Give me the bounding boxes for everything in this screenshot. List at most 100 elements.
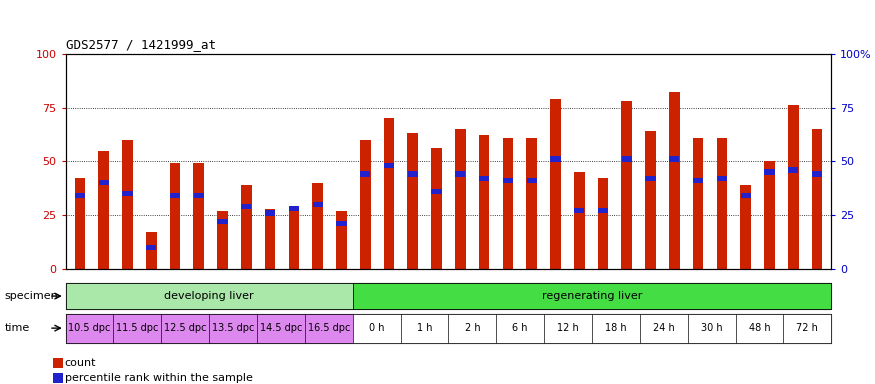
Bar (289, 207, 299, 269)
Bar (360, 140, 371, 269)
Bar (449, 314, 496, 343)
Text: 72 h: 72 h (796, 323, 818, 333)
Bar (503, 178, 513, 183)
Bar (526, 137, 537, 269)
Bar (527, 178, 536, 183)
Bar (740, 193, 751, 199)
Bar (812, 129, 822, 269)
Text: specimen: specimen (4, 291, 58, 301)
Bar (257, 314, 304, 343)
Bar (550, 99, 561, 269)
Bar (123, 140, 133, 269)
Text: 12.5 dpc: 12.5 dpc (164, 323, 206, 333)
Bar (217, 211, 228, 269)
Bar (170, 193, 180, 199)
Bar (146, 245, 157, 250)
Bar (574, 172, 584, 269)
Bar (170, 164, 180, 269)
Bar (669, 93, 680, 269)
Bar (598, 208, 608, 214)
Bar (74, 193, 85, 199)
Text: 13.5 dpc: 13.5 dpc (212, 323, 255, 333)
Bar (384, 163, 394, 168)
Bar (669, 156, 679, 162)
Bar (688, 314, 736, 343)
Bar (496, 314, 544, 343)
Bar (360, 172, 370, 177)
Bar (265, 210, 276, 215)
Bar (621, 156, 632, 162)
Bar (621, 101, 632, 269)
Bar (479, 176, 489, 181)
Text: 11.5 dpc: 11.5 dpc (116, 323, 158, 333)
Bar (764, 161, 774, 269)
Text: 16.5 dpc: 16.5 dpc (308, 323, 350, 333)
Bar (550, 156, 561, 162)
Text: 24 h: 24 h (653, 323, 675, 333)
Bar (740, 185, 751, 269)
Bar (353, 314, 401, 343)
Text: regenerating liver: regenerating liver (542, 291, 642, 301)
Bar (408, 133, 418, 269)
Bar (598, 179, 608, 269)
Bar (455, 172, 466, 177)
Bar (146, 232, 157, 269)
Bar (783, 314, 831, 343)
Bar (218, 219, 228, 224)
Text: 6 h: 6 h (513, 323, 528, 333)
Bar (592, 314, 640, 343)
Bar (193, 193, 204, 199)
Bar (401, 314, 449, 343)
Bar (123, 191, 132, 196)
Bar (640, 314, 688, 343)
Bar (788, 167, 798, 172)
Bar (765, 169, 774, 175)
Bar (431, 148, 442, 269)
Bar (289, 206, 299, 211)
Text: time: time (4, 323, 30, 333)
Bar (312, 202, 323, 207)
Text: 0 h: 0 h (369, 323, 384, 333)
Bar (114, 314, 161, 343)
Bar (241, 185, 252, 269)
Bar (161, 314, 209, 343)
Bar (66, 314, 114, 343)
Text: count: count (65, 358, 96, 368)
Bar (99, 180, 108, 185)
Text: GDS2577 / 1421999_at: GDS2577 / 1421999_at (66, 38, 215, 51)
Text: 14.5 dpc: 14.5 dpc (260, 323, 302, 333)
Bar (66, 283, 353, 309)
Bar (455, 129, 466, 269)
Bar (408, 172, 418, 177)
Bar (336, 211, 346, 269)
Bar (788, 105, 799, 269)
Bar (479, 136, 489, 269)
Bar (502, 137, 514, 269)
Bar (336, 221, 346, 226)
Text: 1 h: 1 h (416, 323, 432, 333)
Bar (736, 314, 783, 343)
Bar (193, 164, 204, 269)
Text: developing liver: developing liver (164, 291, 254, 301)
Bar (717, 176, 727, 181)
Text: 12 h: 12 h (557, 323, 579, 333)
Bar (98, 151, 109, 269)
Bar (717, 137, 727, 269)
Bar (812, 172, 822, 177)
Text: 30 h: 30 h (701, 323, 723, 333)
Bar (693, 178, 704, 183)
Bar (645, 131, 656, 269)
Bar (353, 283, 831, 309)
Bar (544, 314, 592, 343)
Bar (646, 176, 655, 181)
Text: 48 h: 48 h (749, 323, 770, 333)
Bar (304, 314, 353, 343)
Bar (693, 137, 704, 269)
Bar (265, 209, 276, 269)
Bar (242, 204, 251, 209)
Bar (209, 314, 257, 343)
Bar (431, 189, 442, 194)
Text: 2 h: 2 h (465, 323, 480, 333)
Text: 10.5 dpc: 10.5 dpc (68, 323, 111, 333)
Text: 18 h: 18 h (606, 323, 626, 333)
